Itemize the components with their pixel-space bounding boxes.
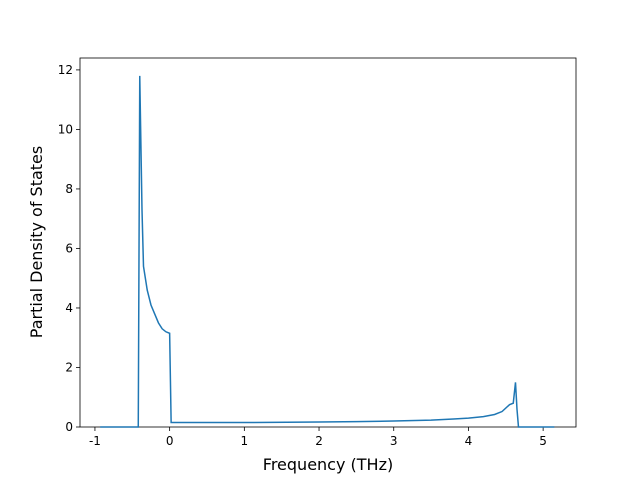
x-tick-label: 0 (166, 434, 174, 448)
y-tick-label: 2 (65, 360, 73, 374)
y-tick-label: 0 (65, 420, 73, 434)
x-tick-label: 3 (390, 434, 398, 448)
y-tick-label: 8 (65, 182, 73, 196)
x-tick-label: 4 (465, 434, 473, 448)
y-tick-label: 10 (58, 122, 73, 136)
plot-frame (79, 57, 577, 428)
x-tick-label: 2 (315, 434, 323, 448)
x-tick-label: 1 (241, 434, 249, 448)
y-tick-label: 6 (65, 241, 73, 255)
y-axis-label: Partial Density of States (27, 146, 46, 338)
x-axis-label: Frequency (THz) (263, 455, 393, 474)
y-tick-label: 4 (65, 301, 73, 315)
x-tick-label: -1 (89, 434, 101, 448)
x-tick-label: 5 (539, 434, 547, 448)
data-line (100, 75, 555, 428)
y-tick-label: 12 (58, 63, 73, 77)
